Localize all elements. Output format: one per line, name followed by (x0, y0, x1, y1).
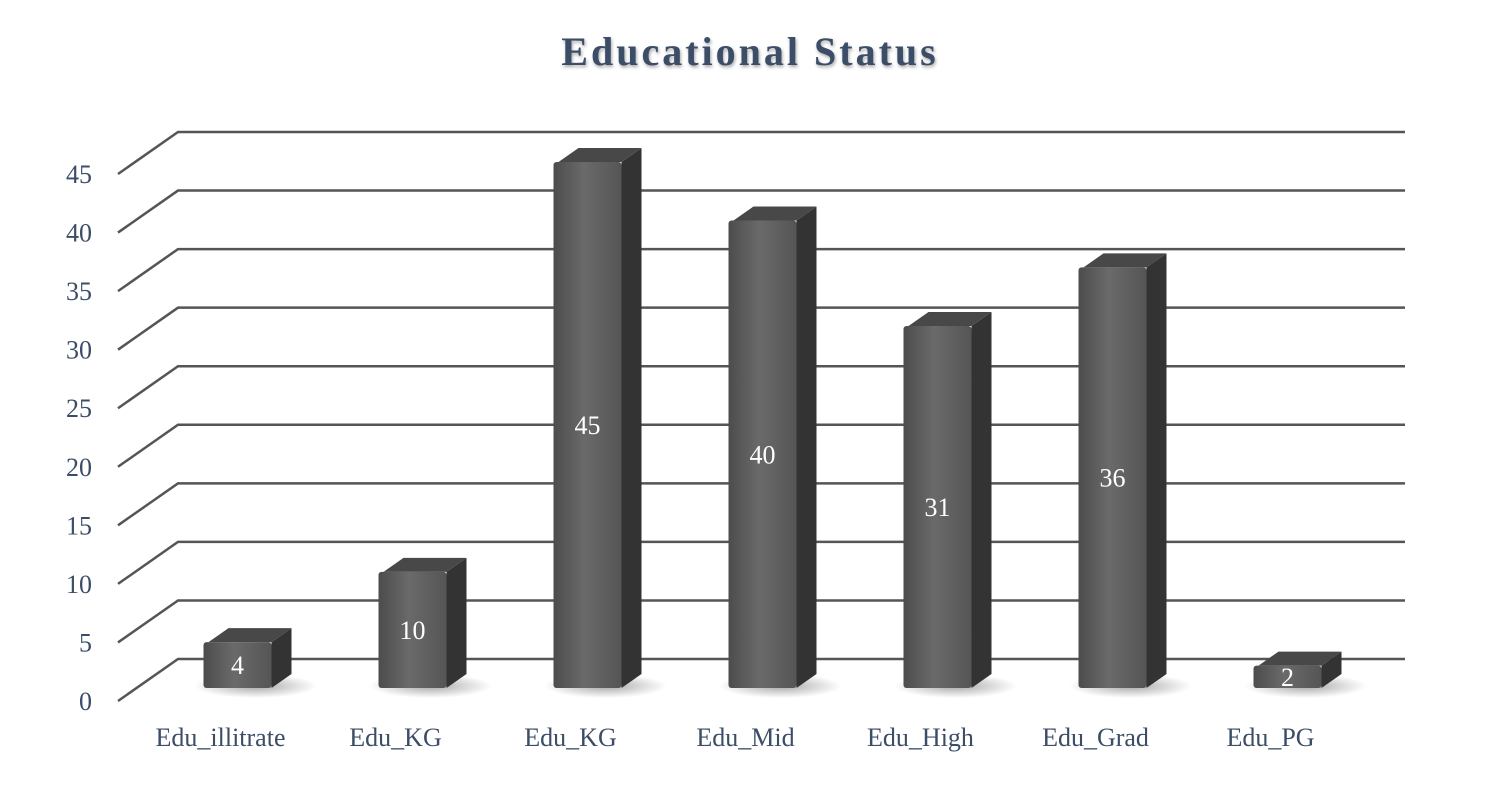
bar-side (1146, 253, 1167, 688)
x-axis-labels: Edu_illitrate Edu_KG Edu_KG Edu_Mid Edu_High… (156, 723, 1315, 752)
data-label: 10 (400, 616, 426, 645)
bar: 4 (194, 628, 317, 698)
bar-top (558, 148, 642, 162)
data-label: 45 (575, 411, 601, 440)
bar-front (553, 162, 622, 688)
y-axis-ticks: 0 5 10 15 20 25 30 35 40 45 (66, 160, 92, 716)
bars: 4 10 45 40 31 36 2 (194, 148, 1367, 698)
bar-front (728, 220, 797, 689)
chart-title: Educational Status (561, 29, 939, 74)
bar-side (796, 206, 817, 689)
x-tick-label: Edu_Mid (696, 723, 794, 752)
gridline (117, 482, 1405, 527)
bar-front (1078, 267, 1147, 688)
gridline (117, 364, 1405, 410)
bar: 40 (719, 206, 842, 698)
bar-front (203, 642, 272, 688)
gridline (117, 657, 1405, 703)
gridline (117, 306, 1405, 351)
gridline (117, 130, 1405, 176)
bar: 36 (1069, 253, 1192, 698)
x-tick-label: Edu_High (867, 723, 974, 752)
data-label: 31 (925, 493, 951, 522)
y-tick-label: 0 (79, 687, 92, 716)
y-tick-label: 20 (66, 453, 92, 482)
gridlines (117, 130, 1405, 703)
bar-front (378, 571, 447, 688)
bar-top (383, 557, 467, 572)
y-tick-label: 15 (66, 511, 92, 540)
gridline (117, 247, 1405, 293)
x-tick-label: Edu_KG (349, 723, 441, 752)
y-tick-label: 40 (66, 219, 92, 248)
y-tick-label: 10 (66, 570, 92, 599)
data-label: 2 (1281, 663, 1294, 692)
bar: 2 (1244, 651, 1367, 698)
gridline (117, 423, 1405, 468)
x-tick-label: Edu_PG (1226, 723, 1314, 752)
y-tick-label: 25 (66, 394, 92, 423)
bar: 31 (894, 311, 1017, 698)
y-tick-label: 35 (66, 277, 92, 306)
gridline (117, 540, 1405, 585)
y-tick-label: 5 (79, 628, 92, 657)
bar-front (903, 325, 972, 688)
bar-top (1083, 253, 1167, 268)
bar: 45 (544, 148, 667, 698)
bar-side (971, 311, 992, 688)
data-label: 36 (1100, 464, 1126, 493)
bar-top (1258, 651, 1342, 666)
bar-top (208, 628, 292, 643)
y-tick-label: 30 (66, 336, 92, 365)
gridline (117, 189, 1405, 234)
bar-side (446, 557, 467, 688)
data-label: 40 (750, 440, 776, 469)
bar-front (1253, 665, 1322, 688)
bar-side (1321, 651, 1342, 688)
bar-top (733, 206, 817, 221)
y-tick-label: 45 (66, 160, 92, 189)
x-tick-label: Edu_Grad (1042, 723, 1149, 752)
gridline (117, 599, 1405, 644)
data-label: 4 (231, 651, 244, 680)
bar-side (621, 148, 642, 688)
bar: 10 (369, 557, 492, 698)
bar-top (908, 311, 992, 326)
x-tick-label: Edu_KG (524, 723, 616, 752)
bar-side (271, 628, 292, 688)
x-tick-label: Edu_illitrate (156, 723, 286, 752)
